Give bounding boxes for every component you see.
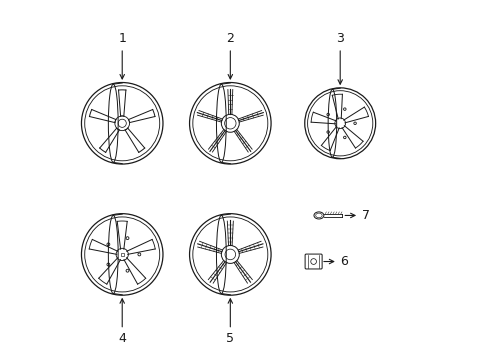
Text: 3: 3 xyxy=(336,32,344,84)
Text: 5: 5 xyxy=(226,299,234,345)
Text: 2: 2 xyxy=(226,32,234,79)
Text: 4: 4 xyxy=(118,299,126,345)
Text: 6: 6 xyxy=(323,255,348,268)
Text: 1: 1 xyxy=(118,32,126,79)
Text: 7: 7 xyxy=(345,209,369,222)
Bar xyxy=(121,253,123,256)
